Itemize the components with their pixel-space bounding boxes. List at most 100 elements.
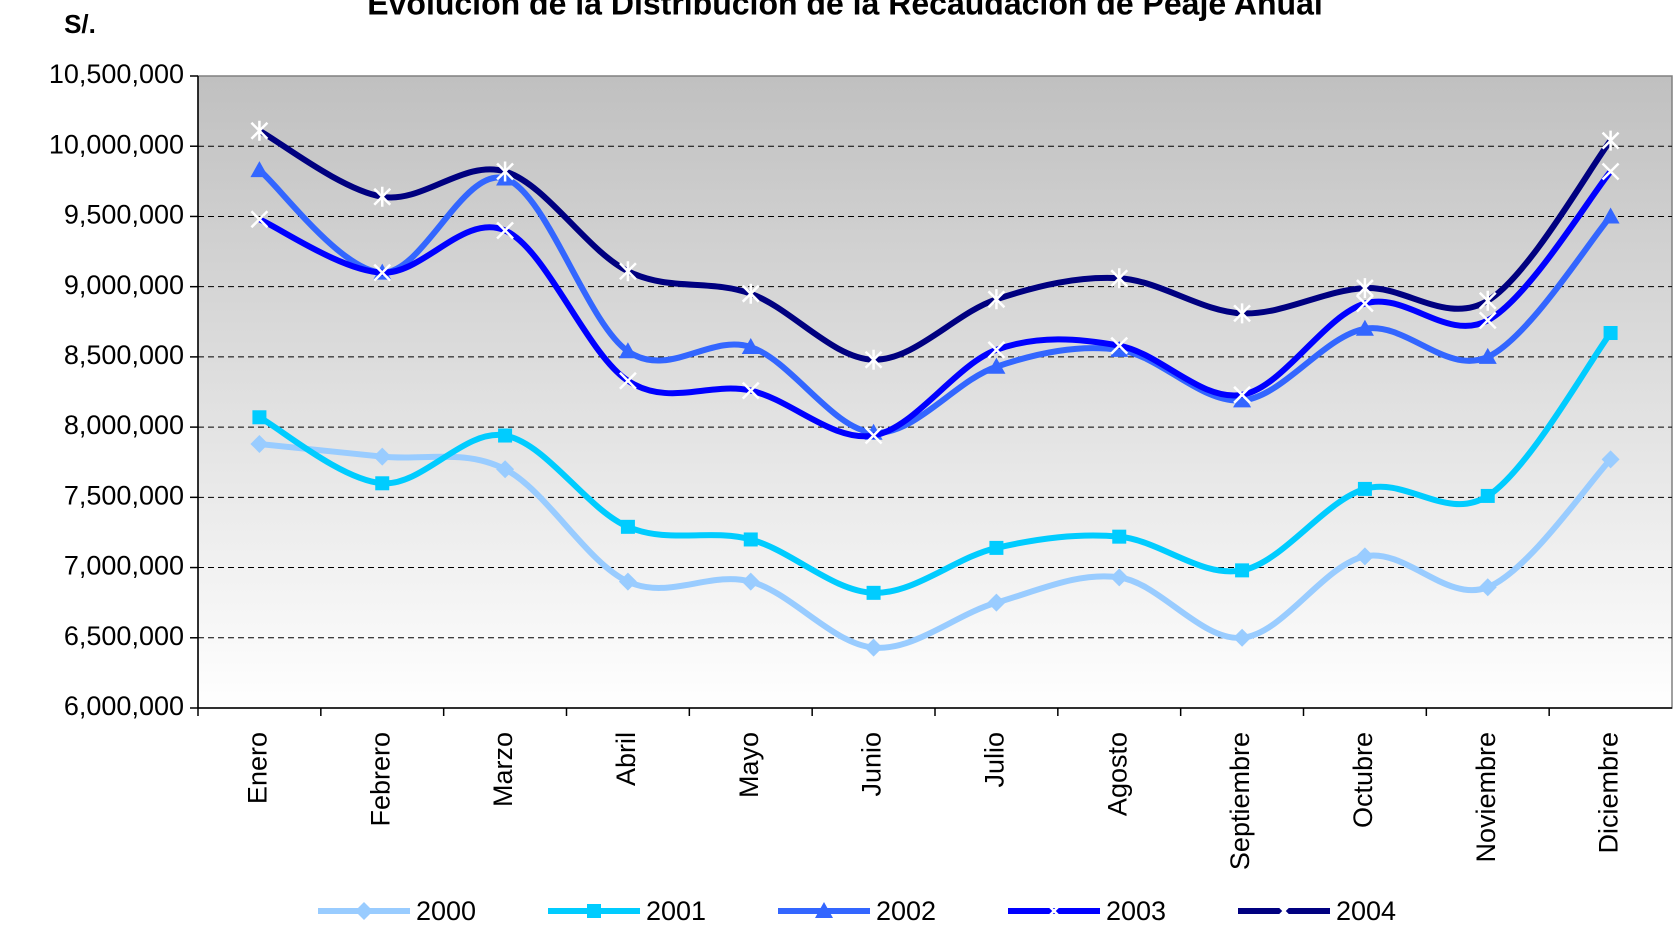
series-line: [257, 331, 1613, 596]
data-point: [987, 593, 1006, 612]
data-point: [1233, 385, 1251, 404]
x-tick-label: Enero: [243, 732, 273, 804]
data-point: [741, 283, 760, 304]
data-point: [496, 460, 515, 479]
data-point: [1478, 578, 1497, 597]
legend-item: 2000: [318, 896, 476, 926]
legend-marker: [1045, 902, 1063, 920]
chart-title: Evolución de la Distribución de la Recau…: [367, 0, 1323, 21]
legend-label: 2000: [416, 896, 476, 926]
data-point: [1603, 326, 1618, 341]
data-point: [1601, 207, 1620, 224]
x-tick-label: Diciembre: [1594, 732, 1624, 854]
data-point: [496, 161, 514, 182]
data-point: [864, 638, 883, 657]
data-point: [1110, 268, 1129, 289]
y-tick-label: 8,500,000: [64, 340, 184, 370]
data-point: [1355, 319, 1374, 336]
data-point: [619, 261, 637, 282]
data-point: [864, 426, 883, 445]
x-tick-label: Junio: [857, 732, 887, 797]
data-point: [618, 572, 637, 591]
data-point: [498, 428, 513, 443]
y-tick-label: 10,000,000: [49, 129, 184, 159]
y-tick-label: 8,000,000: [64, 410, 184, 440]
data-point: [1233, 391, 1252, 408]
data-point: [741, 381, 760, 400]
data-point: [743, 532, 758, 547]
data-point: [1480, 488, 1495, 503]
data-point: [1601, 162, 1620, 181]
y-tick-label: 7,500,000: [64, 480, 184, 510]
data-point: [250, 120, 269, 141]
x-tick-label: Marzo: [488, 732, 518, 807]
x-tick-label: Abril: [611, 732, 641, 786]
data-point: [866, 585, 881, 600]
data-point: [1110, 336, 1129, 355]
data-point: [250, 161, 269, 178]
data-point: [987, 289, 1006, 310]
data-point: [1355, 547, 1374, 566]
x-tick-label: Mayo: [734, 732, 764, 798]
x-tick-label: Septiembre: [1225, 732, 1255, 870]
legend-marker: [1275, 901, 1293, 921]
y-tick-label: 7,000,000: [64, 551, 184, 581]
y-tick-label: 9,000,000: [64, 270, 184, 300]
data-point: [1235, 563, 1250, 578]
legend-marker: [587, 904, 601, 918]
data-point: [373, 186, 392, 207]
data-point: [250, 434, 269, 453]
legend-item: 2004: [1238, 896, 1396, 926]
data-point: [1110, 568, 1129, 587]
series-line: [258, 169, 1613, 440]
legend-item: 2003: [1008, 896, 1166, 926]
data-point: [987, 357, 1006, 374]
legend-label: 2004: [1336, 896, 1396, 926]
x-tick-label: Julio: [980, 732, 1010, 788]
x-tick-label: Octubre: [1348, 732, 1378, 828]
data-point: [620, 519, 635, 534]
data-point: [1478, 290, 1497, 311]
y-axis-label: S/.: [64, 9, 96, 39]
data-point: [619, 371, 637, 390]
data-point: [1233, 303, 1251, 324]
data-point: [1601, 450, 1620, 469]
data-point: [864, 349, 883, 370]
data-point: [1356, 278, 1374, 299]
y-tick-label: 6,500,000: [64, 621, 184, 651]
data-point: [373, 263, 392, 282]
data-point: [252, 410, 267, 425]
data-point: [1356, 294, 1374, 313]
data-point: [496, 221, 514, 240]
data-point: [987, 340, 1006, 359]
legend-item: 2001: [548, 896, 706, 926]
series-line: [257, 167, 1613, 436]
y-tick-label: 9,500,000: [64, 200, 184, 230]
x-tick-label: Febrero: [365, 732, 395, 827]
data-point: [741, 572, 760, 591]
legend-label: 2003: [1106, 896, 1166, 926]
x-tick-label: Agosto: [1102, 732, 1132, 816]
x-tick-label: Noviembre: [1471, 732, 1501, 863]
data-point: [250, 210, 269, 229]
legend-label: 2001: [646, 896, 706, 926]
data-point: [618, 342, 637, 359]
data-point: [375, 476, 390, 491]
legend-marker: [815, 902, 833, 918]
data-point: [1601, 130, 1620, 151]
data-point: [1112, 529, 1127, 544]
y-tick-label: 6,000,000: [64, 691, 184, 721]
data-point: [373, 447, 392, 466]
data-point: [1357, 481, 1372, 496]
data-point: [989, 540, 1004, 555]
data-point: [741, 338, 760, 355]
legend-item: 2002: [778, 896, 936, 926]
data-point: [1233, 628, 1252, 647]
data-point: [1478, 347, 1497, 364]
legend-label: 2002: [876, 896, 936, 926]
data-point: [1110, 340, 1129, 357]
series-line: [257, 128, 1613, 363]
data-point: [1478, 311, 1497, 330]
legend-marker: [355, 902, 373, 920]
